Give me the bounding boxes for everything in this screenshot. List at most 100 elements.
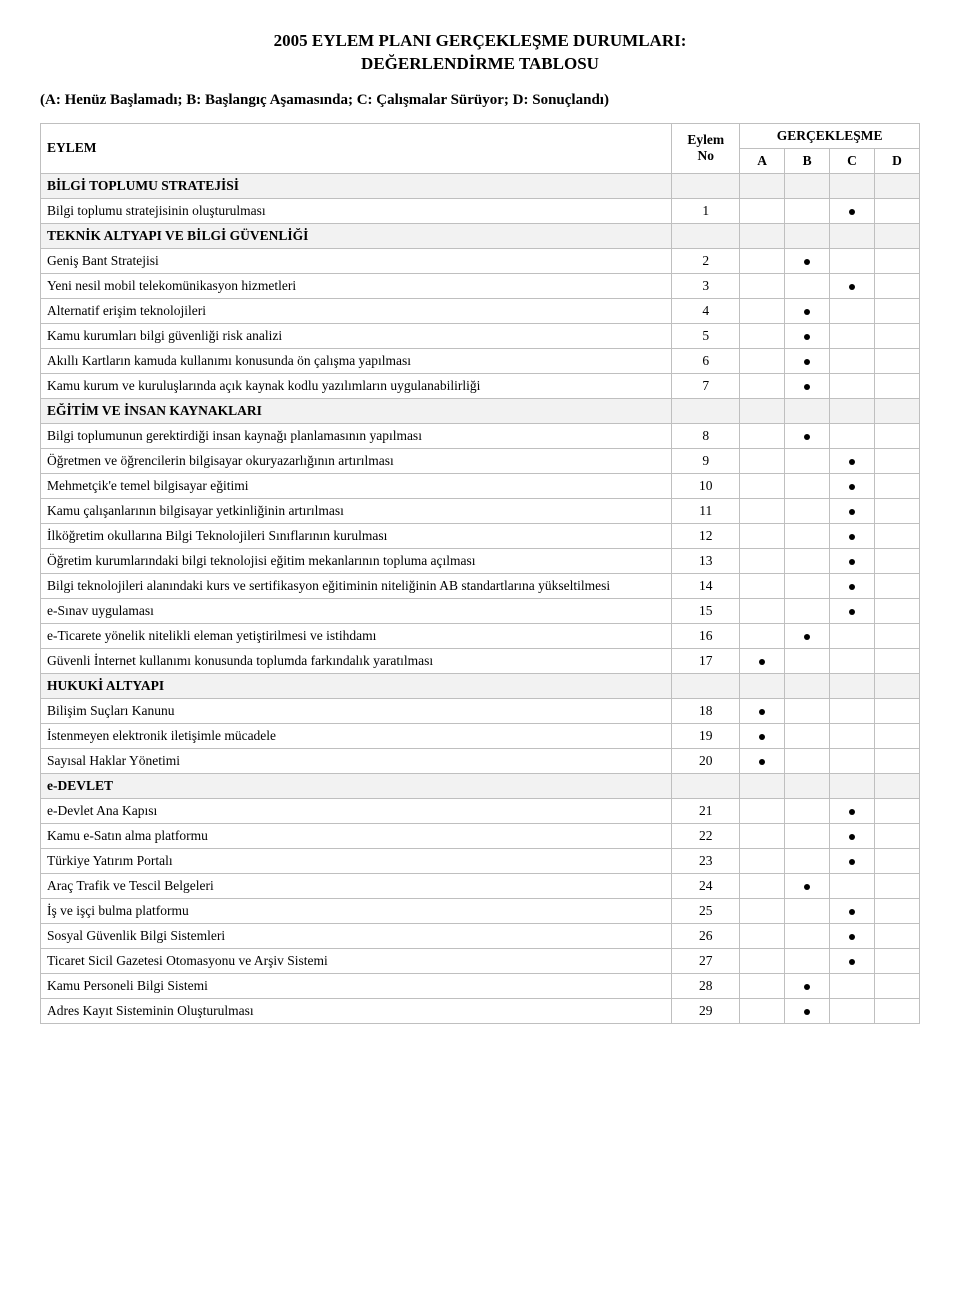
table-row: Sayısal Haklar Yönetimi20 — [41, 748, 920, 773]
mark-cell-a — [740, 198, 785, 223]
table-row: Akıllı Kartların kamuda kullanımı konusu… — [41, 348, 920, 373]
mark-cell-b — [785, 823, 830, 848]
mark-cell-c — [830, 498, 875, 523]
mark-cell-c — [830, 473, 875, 498]
header-a: A — [740, 148, 785, 173]
table-row: e-Sınav uygulaması15 — [41, 598, 920, 623]
mark-cell-d — [875, 923, 920, 948]
table-row: Kamu e-Satın alma platformu22 — [41, 823, 920, 848]
table-row: Kamu kurumları bilgi güvenliği risk anal… — [41, 323, 920, 348]
item-no: 14 — [672, 573, 740, 598]
mark-cell-d — [875, 273, 920, 298]
table-row: Alternatif erişim teknolojileri4 — [41, 298, 920, 323]
dot-icon — [804, 309, 810, 315]
item-label: Sosyal Güvenlik Bilgi Sistemleri — [41, 923, 672, 948]
section-row: BİLGİ TOPLUMU STRATEJİSİ — [41, 173, 920, 198]
mark-cell-b — [785, 948, 830, 973]
item-label: Kamu kurum ve kuruluşlarında açık kaynak… — [41, 373, 672, 398]
table-row: Adres Kayıt Sisteminin Oluşturulması29 — [41, 998, 920, 1023]
mark-cell-d — [875, 973, 920, 998]
dot-icon — [849, 909, 855, 915]
item-label: Geniş Bant Stratejisi — [41, 248, 672, 273]
mark-cell-d — [875, 848, 920, 873]
section-empty-cell — [875, 773, 920, 798]
mark-cell-c — [830, 973, 875, 998]
mark-cell-d — [875, 473, 920, 498]
mark-cell-b — [785, 273, 830, 298]
mark-cell-a — [740, 898, 785, 923]
mark-cell-c — [830, 873, 875, 898]
table-row: İlköğretim okullarına Bilgi Teknolojiler… — [41, 523, 920, 548]
mark-cell-d — [875, 948, 920, 973]
mark-cell-d — [875, 823, 920, 848]
dot-icon — [804, 384, 810, 390]
dot-icon — [849, 209, 855, 215]
mark-cell-b — [785, 923, 830, 948]
mark-cell-d — [875, 573, 920, 598]
dot-icon — [849, 609, 855, 615]
dot-icon — [849, 584, 855, 590]
item-no: 1 — [672, 198, 740, 223]
mark-cell-b — [785, 623, 830, 648]
section-empty-cell — [875, 223, 920, 248]
table-row: Güvenli İnternet kullanımı konusunda top… — [41, 648, 920, 673]
dot-icon — [804, 984, 810, 990]
item-label: Mehmetçik'e temel bilgisayar eğitimi — [41, 473, 672, 498]
item-label: e-Devlet Ana Kapısı — [41, 798, 672, 823]
item-label: Türkiye Yatırım Portalı — [41, 848, 672, 873]
table-row: Bilgi toplumu stratejisinin oluşturulmas… — [41, 198, 920, 223]
dot-icon — [849, 534, 855, 540]
mark-cell-a — [740, 748, 785, 773]
mark-cell-a — [740, 698, 785, 723]
item-no: 21 — [672, 798, 740, 823]
dot-icon — [804, 359, 810, 365]
dot-icon — [804, 334, 810, 340]
mark-cell-b — [785, 448, 830, 473]
mark-cell-a — [740, 473, 785, 498]
section-empty-cell — [785, 673, 830, 698]
dot-icon — [804, 259, 810, 265]
mark-cell-d — [875, 873, 920, 898]
item-no: 23 — [672, 848, 740, 873]
dot-icon — [849, 834, 855, 840]
table-row: Kamu kurum ve kuruluşlarında açık kaynak… — [41, 373, 920, 398]
section-label: TEKNİK ALTYAPI VE BİLGİ GÜVENLİĞİ — [41, 223, 672, 248]
table-row: Yeni nesil mobil telekomünikasyon hizmet… — [41, 273, 920, 298]
header-b: B — [785, 148, 830, 173]
section-row: EĞİTİM VE İNSAN KAYNAKLARI — [41, 398, 920, 423]
item-label: Bilgi toplumu stratejisinin oluşturulmas… — [41, 198, 672, 223]
item-no: 16 — [672, 623, 740, 648]
mark-cell-c — [830, 648, 875, 673]
mark-cell-d — [875, 623, 920, 648]
item-no: 25 — [672, 898, 740, 923]
mark-cell-a — [740, 273, 785, 298]
section-empty-cell — [875, 398, 920, 423]
item-no: 3 — [672, 273, 740, 298]
mark-cell-b — [785, 798, 830, 823]
mark-cell-b — [785, 248, 830, 273]
mark-cell-a — [740, 998, 785, 1023]
item-label: Öğretim kurumlarındaki bilgi teknolojisi… — [41, 548, 672, 573]
item-label: Kamu e-Satın alma platformu — [41, 823, 672, 848]
section-no-cell — [672, 223, 740, 248]
mark-cell-d — [875, 598, 920, 623]
header-eylem-no: Eylem No — [672, 123, 740, 173]
mark-cell-c — [830, 698, 875, 723]
header-gerceklesme: GERÇEKLEŞME — [740, 123, 920, 148]
item-no: 2 — [672, 248, 740, 273]
dot-icon — [804, 634, 810, 640]
section-row: TEKNİK ALTYAPI VE BİLGİ GÜVENLİĞİ — [41, 223, 920, 248]
dot-icon — [759, 659, 765, 665]
page-title: 2005 EYLEM PLANI GERÇEKLEŞME DURUMLARI: … — [40, 30, 920, 76]
table-row: Ticaret Sicil Gazetesi Otomasyonu ve Arş… — [41, 948, 920, 973]
section-row: e-DEVLET — [41, 773, 920, 798]
title-line-1: 2005 EYLEM PLANI GERÇEKLEŞME DURUMLARI: — [274, 31, 687, 50]
section-row: HUKUKİ ALTYAPI — [41, 673, 920, 698]
table-row: Sosyal Güvenlik Bilgi Sistemleri26 — [41, 923, 920, 948]
title-line-2: DEĞERLENDİRME TABLOSU — [361, 54, 599, 73]
mark-cell-a — [740, 523, 785, 548]
mark-cell-b — [785, 973, 830, 998]
header-c: C — [830, 148, 875, 173]
mark-cell-c — [830, 748, 875, 773]
dot-icon — [849, 459, 855, 465]
